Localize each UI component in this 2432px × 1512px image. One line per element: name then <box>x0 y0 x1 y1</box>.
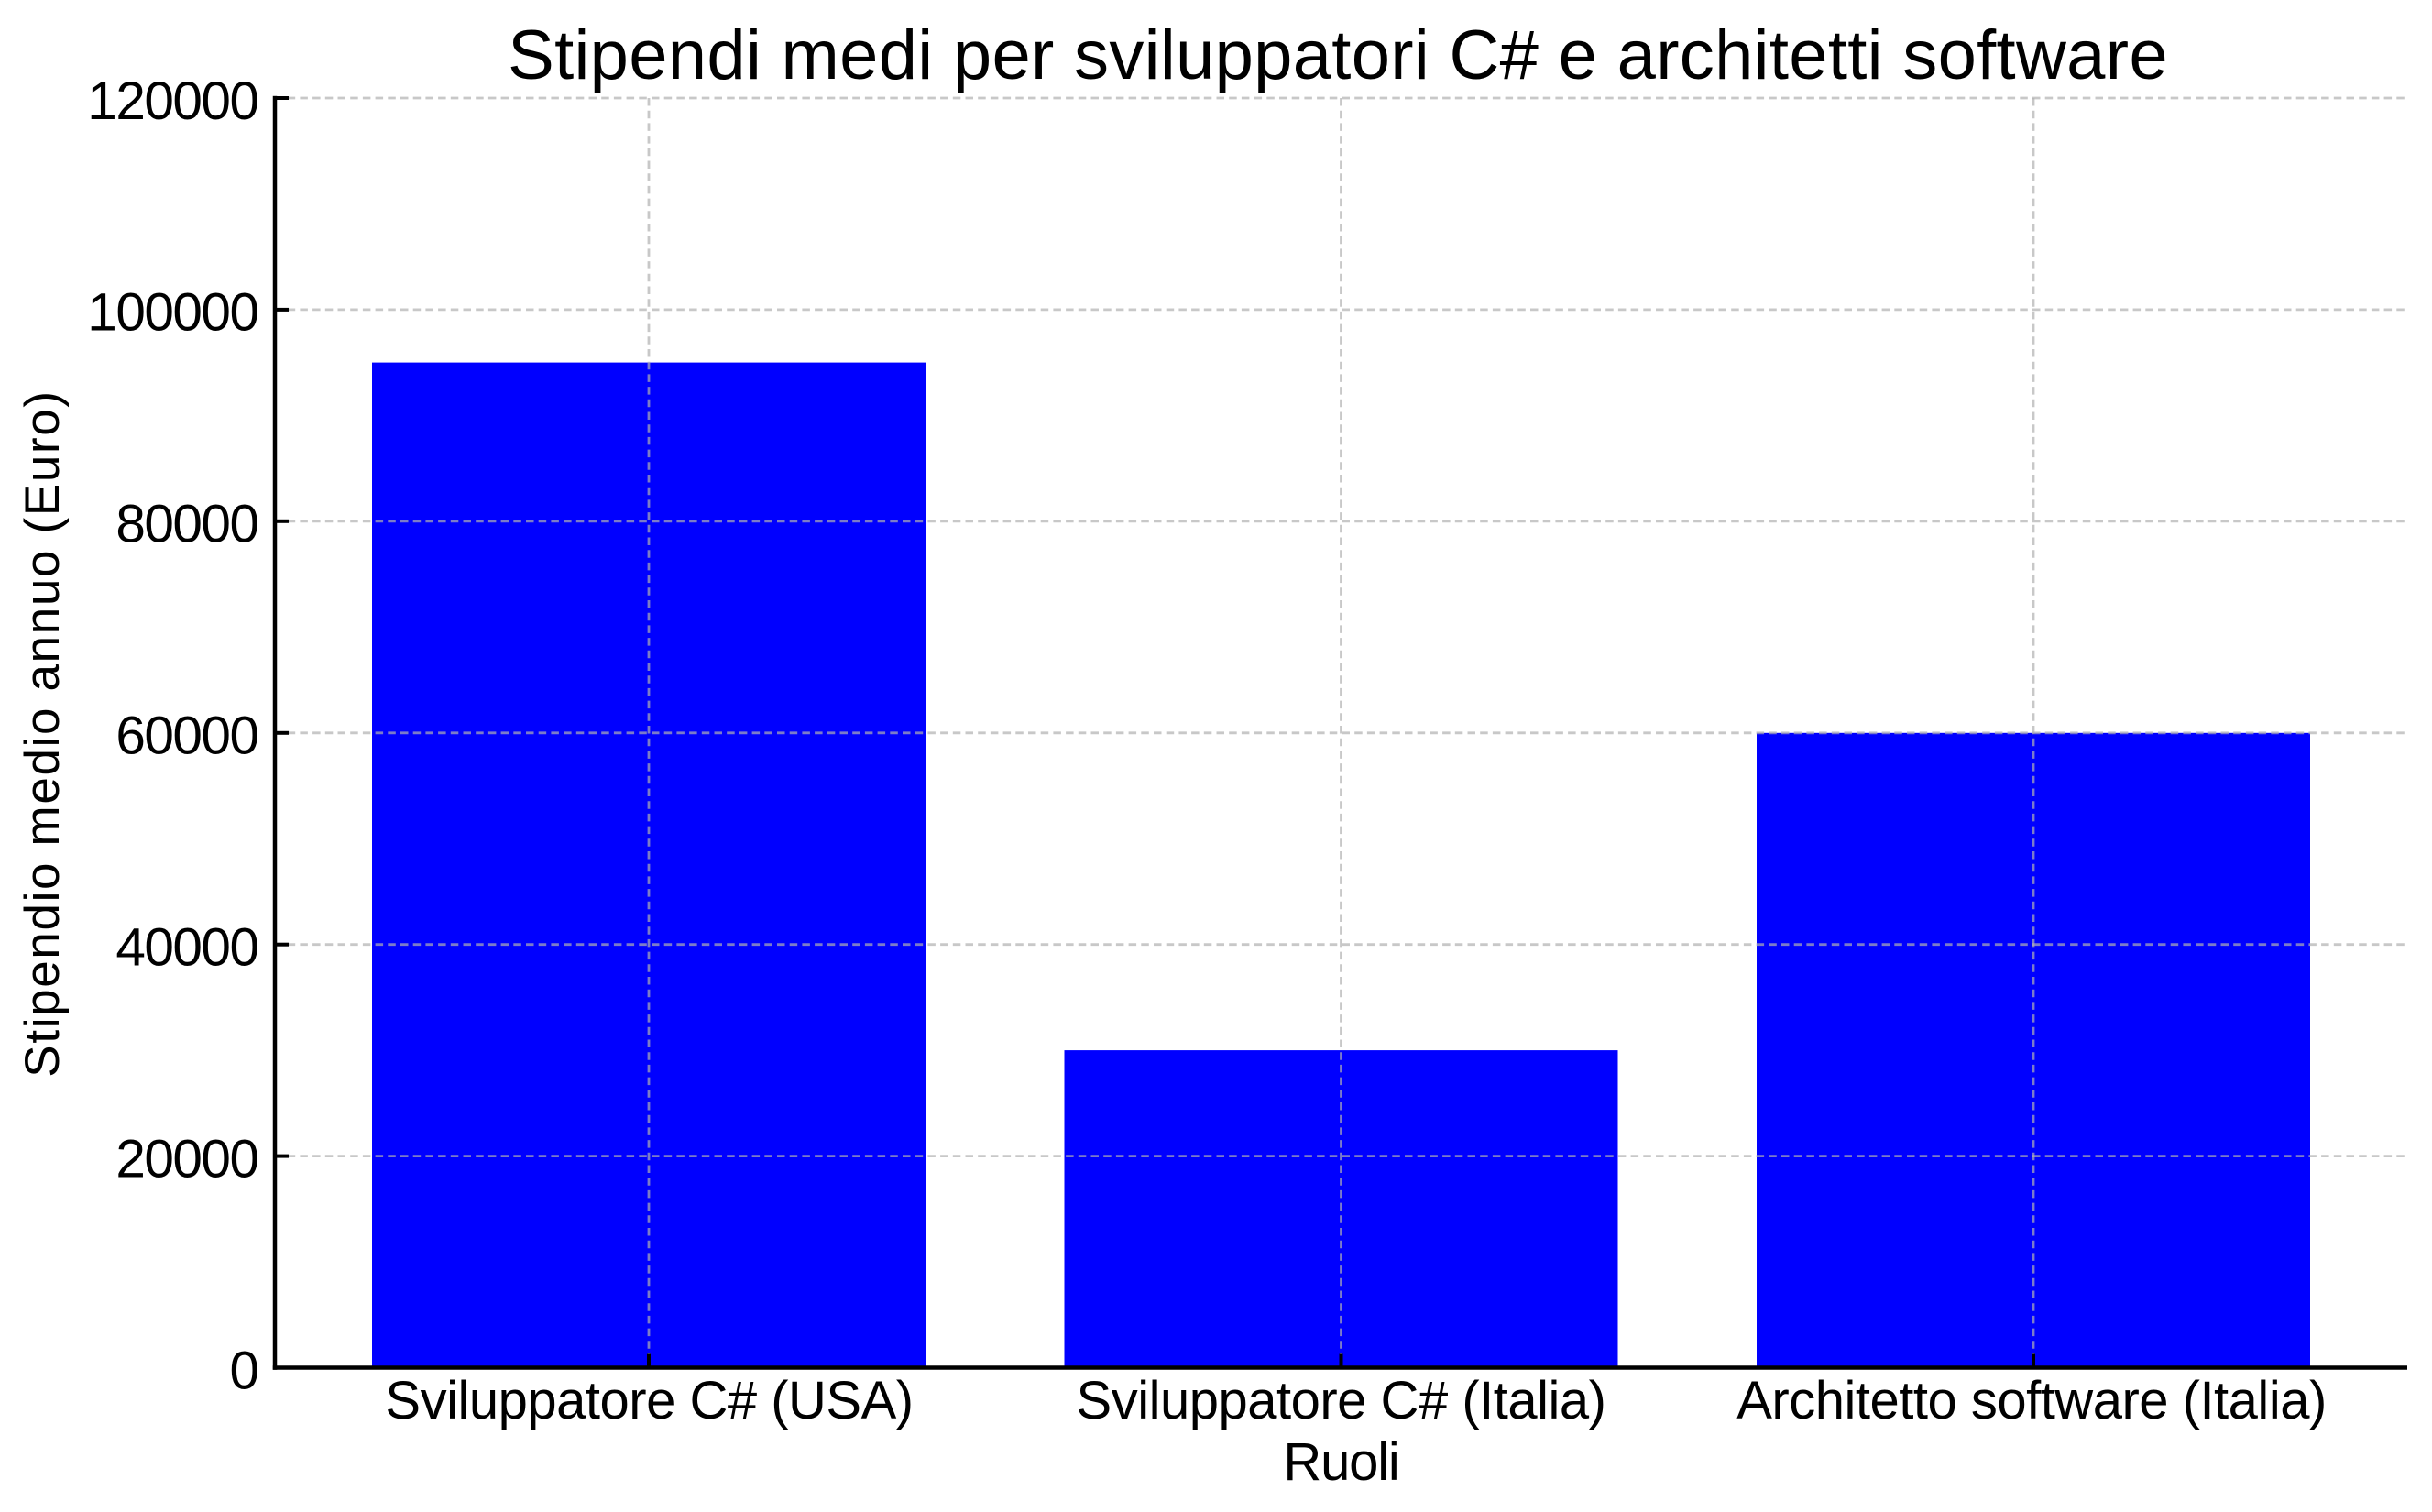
svg-text:20000: 20000 <box>115 1129 257 1189</box>
svg-text:100000: 100000 <box>87 283 257 343</box>
svg-text:60000: 60000 <box>115 707 257 766</box>
svg-text:Stipendio medio annuo (Euro): Stipendio medio annuo (Euro) <box>16 389 70 1077</box>
svg-text:Sviluppatore C# (Italia): Sviluppatore C# (Italia) <box>1077 1371 1606 1430</box>
svg-text:Architetto software (Italia): Architetto software (Italia) <box>1736 1371 2327 1430</box>
svg-text:0: 0 <box>229 1341 257 1400</box>
svg-text:40000: 40000 <box>115 918 257 978</box>
svg-text:80000: 80000 <box>115 495 257 554</box>
svg-text:Ruoli: Ruoli <box>1283 1432 1398 1492</box>
svg-text:120000: 120000 <box>87 71 257 131</box>
svg-text:Sviluppatore C# (USA): Sviluppatore C# (USA) <box>385 1371 913 1430</box>
svg-text:Stipendi medi per sviluppatori: Stipendi medi per sviluppatori C# e arch… <box>508 16 2168 94</box>
